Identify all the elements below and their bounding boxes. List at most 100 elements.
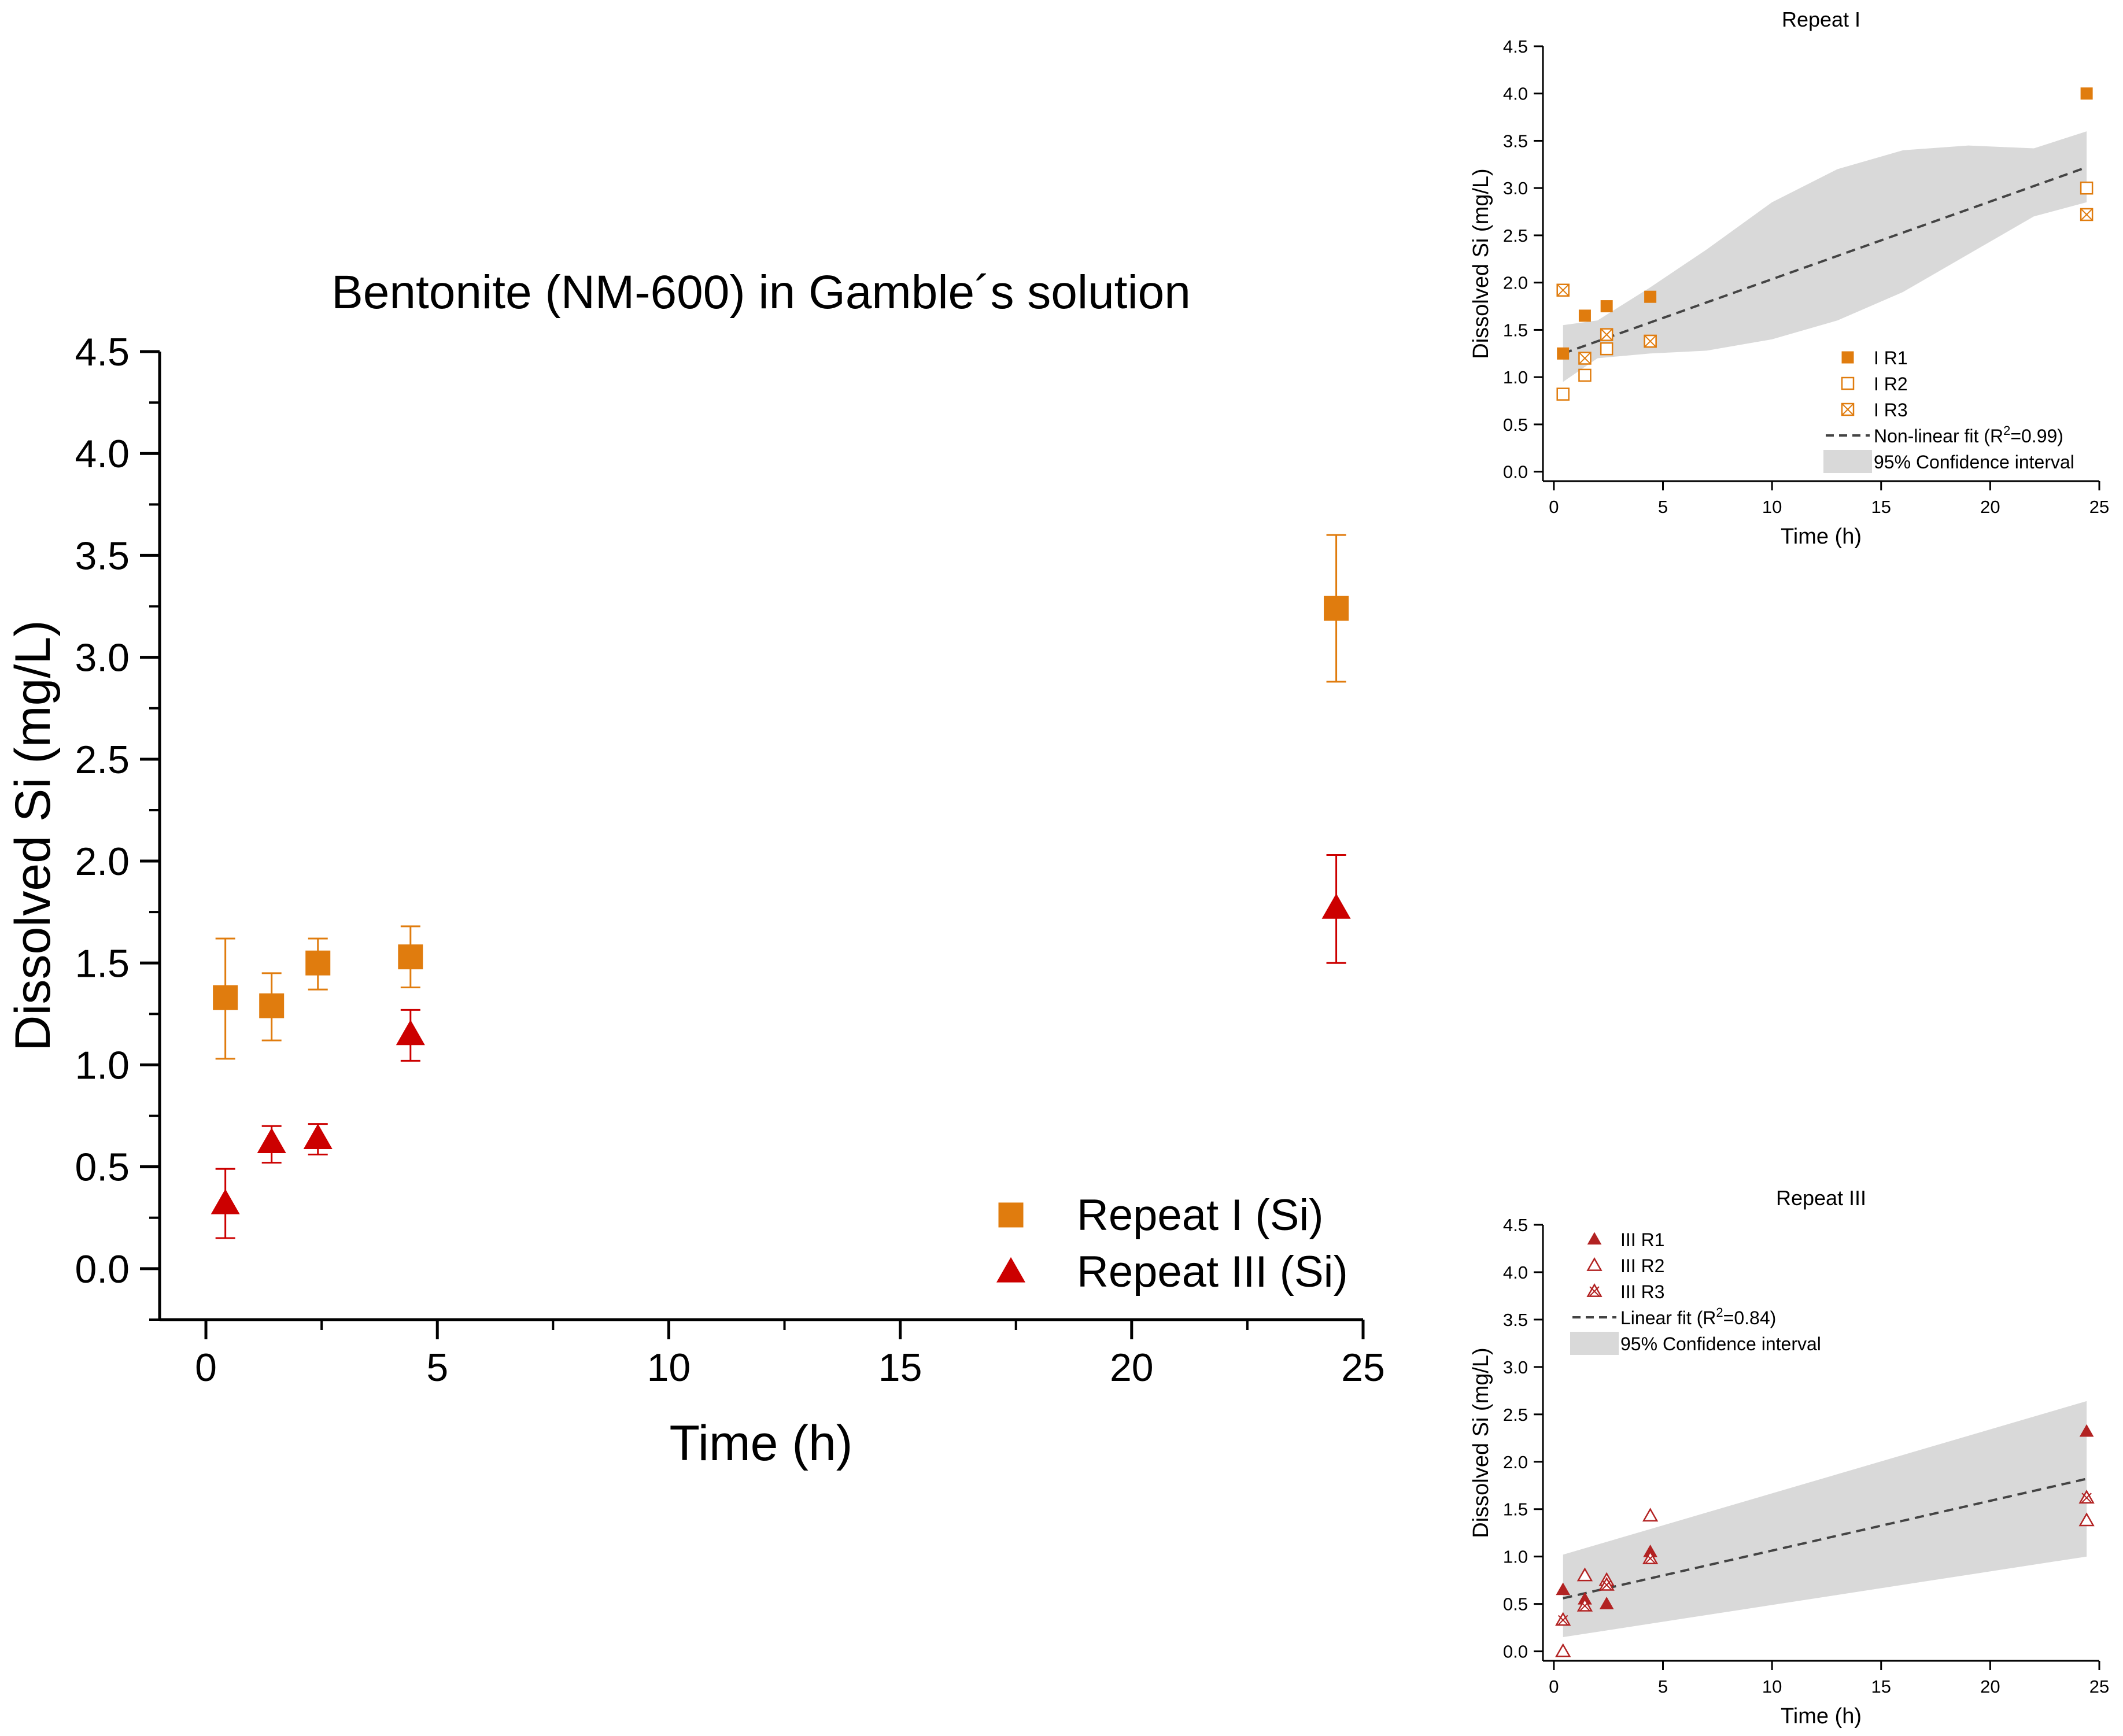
y-tick-label: 4.5 xyxy=(75,330,130,374)
legend-marker-repeat-i xyxy=(998,1202,1024,1228)
data-point-iii-r3-cross xyxy=(1601,1580,1612,1590)
x-tick-label: 0 xyxy=(195,1346,217,1390)
data-point-iii-r3 xyxy=(1598,1576,1615,1591)
x-tick-label: 0 xyxy=(1549,1676,1559,1697)
data-point-i-r1 xyxy=(1600,300,1613,313)
legend-fit-label-prefix: Linear fit (R xyxy=(1620,1307,1716,1328)
data-point-i-r3-cross xyxy=(2080,208,2093,221)
legend-label: I R1 xyxy=(1874,348,1908,368)
y-tick-label: 2.0 xyxy=(1503,1452,1528,1472)
legend-label: Repeat I (Si) xyxy=(1077,1191,1324,1240)
confidence-band xyxy=(1563,1401,2087,1638)
data-point-i-r1 xyxy=(1644,290,1657,303)
x-tick-label: 10 xyxy=(1762,1676,1782,1697)
data-point-repeat-i xyxy=(305,950,331,976)
legend-label: I R2 xyxy=(1874,374,1908,394)
y-tick-label: 4.0 xyxy=(1503,1262,1528,1283)
x-tick-label: 20 xyxy=(1980,497,2000,517)
data-point-i-r1 xyxy=(1578,309,1591,322)
x-axis-label: Time (h) xyxy=(1781,525,1862,549)
y-tick-label: 3.5 xyxy=(1503,131,1528,151)
x-axis-label: Time (h) xyxy=(670,1416,853,1471)
legend-marker xyxy=(1586,1283,1603,1297)
y-tick-label: 0.5 xyxy=(75,1146,130,1190)
x-tick-label: 5 xyxy=(1658,1676,1668,1697)
legend-label: III R2 xyxy=(1620,1255,1664,1276)
legend-fit-label-prefix: Non-linear fit (R xyxy=(1874,426,2003,446)
x-tick-label: 20 xyxy=(1980,1676,2000,1697)
data-point-iii-r3 xyxy=(1555,1612,1571,1626)
data-point-i-r2 xyxy=(1600,342,1614,356)
data-point-iii-r2 xyxy=(1642,1508,1659,1522)
legend-marker-cross xyxy=(1589,1286,1600,1297)
data-point-repeat-iii xyxy=(211,1188,240,1214)
y-tick-label: 0.0 xyxy=(75,1247,130,1291)
data-point-iii-r3 xyxy=(2078,1490,2095,1504)
y-tick-label: 2.5 xyxy=(75,738,130,782)
x-tick-label: 15 xyxy=(1871,497,1891,517)
legend-marker xyxy=(1841,351,1854,364)
data-point-iii-r3-cross xyxy=(1645,1553,1656,1564)
data-point-i-r2 xyxy=(2080,181,2094,195)
y-tick-label: 1.0 xyxy=(1503,367,1528,387)
y-tick-label: 2.0 xyxy=(75,840,130,884)
data-point-iii-r3 xyxy=(1576,1597,1593,1612)
data-point-i-r2 xyxy=(1556,387,1570,401)
data-point-iii-r2 xyxy=(1576,1567,1593,1582)
data-point-iii-r1 xyxy=(1556,1582,1571,1595)
data-point-repeat-i xyxy=(1324,596,1349,621)
data-point-i-r3-cross xyxy=(1557,284,1570,297)
legend-fit-label: Non-linear fit (R2=0.99) xyxy=(1874,423,2063,446)
y-tick-label: 1.0 xyxy=(1503,1547,1528,1567)
y-tick-label: 0.5 xyxy=(1503,1594,1528,1615)
chart-title: Repeat I xyxy=(1782,8,1860,31)
data-point-i-r3-cross xyxy=(1644,335,1657,348)
main-chart: 0.0 0.5 1.0 1.5 2.0 2.5 3.0 3.5 4.0 4.5 0 5 10 15 20 25… xyxy=(5,266,1385,1471)
data-point-repeat-i xyxy=(259,993,285,1018)
legend-band-label: 95% Confidence interval xyxy=(1620,1334,1821,1354)
y-tick-label: 3.0 xyxy=(75,636,130,680)
y-tick-label: 1.0 xyxy=(75,1043,130,1087)
data-point-repeat-iii xyxy=(257,1128,286,1154)
repeat-iii-chart: 0.0 0.5 1.0 1.5 2.0 2.5 3.0 3.5 4.0 4.5 0 5 10 15 20 25… xyxy=(1469,1186,2109,1728)
data-point-iii-r1 xyxy=(1599,1597,1614,1609)
legend-label: III R3 xyxy=(1620,1281,1664,1302)
data-point-repeat-iii xyxy=(396,1020,425,1046)
y-axis-label: Dissolved Si (mg/L) xyxy=(1469,168,1493,359)
x-tick-label: 15 xyxy=(878,1346,922,1390)
x-tick-label: 10 xyxy=(647,1346,691,1390)
data-point-repeat-i xyxy=(398,944,423,970)
y-tick-label: 1.5 xyxy=(1503,320,1528,340)
x-tick-label: 25 xyxy=(2089,1676,2109,1697)
y-tick-label: 3.0 xyxy=(1503,1357,1528,1377)
legend-marker xyxy=(1841,376,1855,390)
data-point-i-r3-cross xyxy=(1600,328,1613,341)
y-tick-label: 3.5 xyxy=(1503,1310,1528,1330)
data-point-repeat-iii xyxy=(1321,893,1351,919)
data-point-i-r1 xyxy=(1557,347,1570,360)
data-point-repeat-i xyxy=(213,985,238,1010)
data-point-iii-r2 xyxy=(1555,1643,1571,1657)
y-tick-label: 3.0 xyxy=(1503,178,1528,198)
y-tick-label: 4.5 xyxy=(1503,36,1528,57)
data-point-iii-r3-cross xyxy=(1558,1615,1568,1626)
legend-fit-label: Linear fit (R2=0.84) xyxy=(1620,1305,1776,1328)
data-point-i-r3-cross xyxy=(1578,352,1592,365)
data-point-iii-r2 xyxy=(2078,1512,2095,1527)
repeat-i-chart: 0.0 0.5 1.0 1.5 2.0 2.5 3.0 3.5 4.0 4.5 0 5 10 15 20 25… xyxy=(1469,8,2109,549)
data-point-iii-r3-cross xyxy=(1579,1601,1590,1611)
y-tick-label: 1.5 xyxy=(75,941,130,985)
legend-label: I R3 xyxy=(1874,400,1908,420)
legend-band-swatch xyxy=(1570,1332,1619,1355)
data-point-i-r1 xyxy=(2080,87,2093,100)
y-tick-label: 4.5 xyxy=(1503,1215,1528,1235)
y-tick-label: 2.5 xyxy=(1503,226,1528,246)
x-tick-label: 0 xyxy=(1549,497,1559,517)
legend-band-label: 95% Confidence interval xyxy=(1874,452,2074,472)
data-point-iii-r1 xyxy=(2079,1424,2094,1437)
y-tick-label: 3.5 xyxy=(75,534,130,578)
fit-line xyxy=(1563,166,2087,355)
x-tick-label: 20 xyxy=(1110,1346,1154,1390)
legend-marker-repeat-iii xyxy=(996,1257,1026,1283)
legend-label: III R1 xyxy=(1620,1229,1664,1250)
